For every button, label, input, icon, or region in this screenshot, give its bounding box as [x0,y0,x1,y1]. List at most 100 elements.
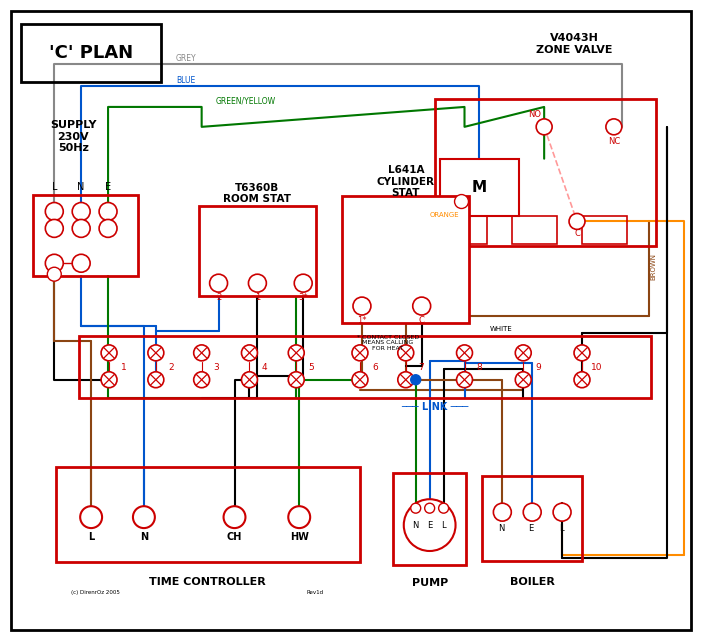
Text: WHITE: WHITE [489,326,512,332]
Text: L: L [559,524,564,533]
Circle shape [80,506,102,528]
Circle shape [72,203,90,221]
Text: ─── LINK ───: ─── LINK ─── [401,402,468,412]
Circle shape [210,274,227,292]
Circle shape [352,345,368,361]
Text: L: L [88,532,94,542]
Text: L: L [51,181,57,192]
Circle shape [574,372,590,388]
Text: SUPPLY
230V
50Hz: SUPPLY 230V 50Hz [50,121,96,153]
Text: 8: 8 [477,363,482,372]
Text: N: N [140,532,148,542]
Text: E: E [427,520,432,529]
FancyBboxPatch shape [199,206,316,296]
Circle shape [72,254,90,272]
Circle shape [456,345,472,361]
Circle shape [515,372,531,388]
Text: L641A
CYLINDER
STAT: L641A CYLINDER STAT [377,165,435,198]
Text: 1: 1 [121,363,127,372]
Text: GREY: GREY [176,54,197,63]
Circle shape [398,372,413,388]
Circle shape [494,503,511,521]
Circle shape [289,506,310,528]
Circle shape [404,499,456,551]
Text: 2: 2 [216,292,221,302]
Circle shape [289,372,304,388]
Circle shape [523,503,541,521]
Text: GREEN/YELLOW: GREEN/YELLOW [216,96,276,106]
Text: C: C [574,229,580,238]
Circle shape [133,506,155,528]
Text: M: M [472,180,487,195]
Circle shape [439,503,449,513]
Text: HW: HW [290,532,309,542]
Text: 9: 9 [536,363,541,372]
Circle shape [47,267,61,281]
Circle shape [411,375,420,385]
Text: 3: 3 [213,363,220,372]
Text: PUMP: PUMP [411,578,448,588]
Circle shape [515,345,531,361]
Text: N: N [498,524,505,533]
Text: E: E [529,524,534,533]
Text: BLUE: BLUE [176,76,195,85]
Text: L: L [442,520,446,529]
Circle shape [425,503,435,513]
Circle shape [353,297,371,315]
Text: 1*: 1* [357,315,366,324]
Circle shape [101,372,117,388]
Circle shape [352,372,368,388]
Text: Rev1d: Rev1d [307,590,324,595]
Text: 4: 4 [262,363,267,372]
Text: N: N [413,520,419,529]
Circle shape [72,219,90,237]
Circle shape [194,345,210,361]
Text: 2: 2 [168,363,173,372]
Text: 6: 6 [372,363,378,372]
Circle shape [46,203,63,221]
Text: 10: 10 [591,363,603,372]
Text: ORANGE: ORANGE [430,212,459,219]
Circle shape [574,345,590,361]
Circle shape [413,297,430,315]
Text: 'C' PLAN: 'C' PLAN [49,44,133,62]
Circle shape [99,203,117,221]
Text: TIME CONTROLLER: TIME CONTROLLER [150,577,266,587]
Text: (c) DirenrOz 2005: (c) DirenrOz 2005 [71,590,120,595]
Circle shape [46,219,63,237]
Text: 7: 7 [418,363,423,372]
Text: 3*: 3* [298,292,308,302]
FancyBboxPatch shape [342,196,470,323]
Text: 5: 5 [308,363,314,372]
Circle shape [241,372,258,388]
Circle shape [289,345,304,361]
Circle shape [553,503,571,521]
Text: CH: CH [227,532,242,542]
Circle shape [455,195,468,208]
Circle shape [148,372,164,388]
Text: T6360B
ROOM STAT: T6360B ROOM STAT [223,183,291,204]
Circle shape [99,219,117,237]
Circle shape [223,506,246,528]
Circle shape [101,345,117,361]
Circle shape [398,345,413,361]
Circle shape [148,345,164,361]
Text: * CONTACT CLOSED
MEANS CALLING
FOR HEAT: * CONTACT CLOSED MEANS CALLING FOR HEAT [357,335,419,351]
Circle shape [249,274,266,292]
Text: NC: NC [608,137,620,146]
Circle shape [606,119,622,135]
Circle shape [294,274,312,292]
Text: BOILER: BOILER [510,577,555,587]
Text: V4043H
ZONE VALVE: V4043H ZONE VALVE [536,33,612,55]
Text: NO: NO [528,110,541,119]
Circle shape [569,213,585,229]
Text: C: C [419,315,425,324]
Text: E: E [105,181,111,192]
Circle shape [241,345,258,361]
Circle shape [46,254,63,272]
Text: N: N [77,181,85,192]
Circle shape [536,119,552,135]
Circle shape [456,372,472,388]
Text: 1: 1 [255,292,260,302]
Text: BROWN: BROWN [651,253,656,279]
